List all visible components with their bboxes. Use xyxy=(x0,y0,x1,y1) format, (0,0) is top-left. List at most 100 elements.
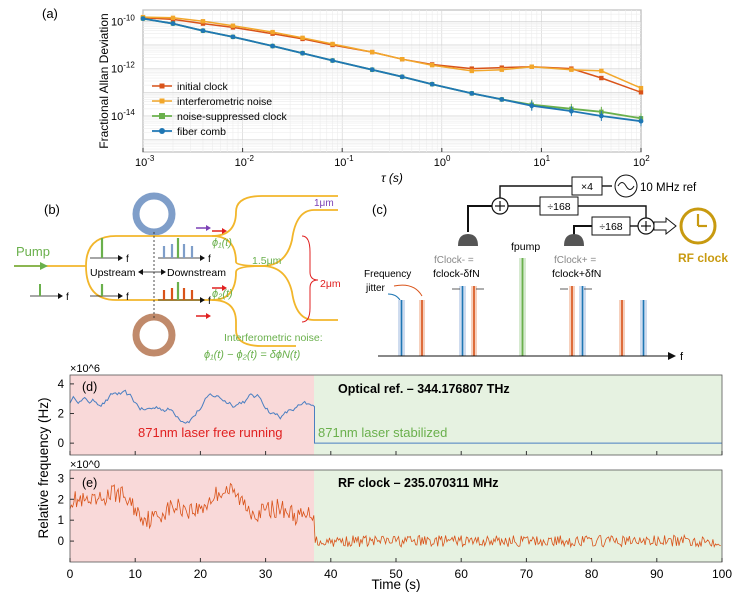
fclock-plus-gray: fClock+ = xyxy=(554,255,596,266)
wavelength-1um: 1μm xyxy=(314,198,334,209)
plot-e-multiplier: ×10^0 xyxy=(70,459,100,471)
optical-ref-trace xyxy=(69,389,722,444)
series-point-1 xyxy=(638,85,644,91)
ref-label: 10 MHz ref xyxy=(640,182,697,194)
series-point-3 xyxy=(230,34,236,40)
y-tick-label: 10-14 xyxy=(111,108,135,123)
wavelength-2um: 2μm xyxy=(320,278,341,290)
plot-a-legend: initial clock interferometric noise nois… xyxy=(152,81,287,138)
legend-label-comb: fiber comb xyxy=(177,126,226,138)
series-point-3 xyxy=(399,74,405,80)
ring-top xyxy=(132,192,176,236)
x-tick-label: 40 xyxy=(324,567,338,581)
legend-item-comb: fiber comb xyxy=(152,126,226,138)
legend-item-initial: initial clock xyxy=(152,81,229,93)
x-tick-label: 20 xyxy=(194,567,208,581)
series-point-1 xyxy=(300,35,305,41)
pump-label: Pump xyxy=(16,244,50,259)
x-tick-label: 10 xyxy=(129,567,143,581)
upstream-label: Upstream xyxy=(90,267,136,279)
plot-de-ylabel: Relative frequency (Hz) xyxy=(36,397,51,538)
ring-bottom xyxy=(132,313,176,357)
fclock-plus-label: fclock+δfN xyxy=(552,268,601,280)
panel-label-e: (e) xyxy=(82,476,97,490)
phi1-label: ϕ₁(t) xyxy=(212,237,232,249)
legend-label-initial: initial clock xyxy=(177,81,229,93)
plot-d-title: Optical ref. – 344.176807 THz xyxy=(338,382,510,396)
legend-label-suppressed: noise-suppressed clock xyxy=(177,111,287,123)
y-tick-label: 10-12 xyxy=(111,61,135,76)
rf-clock-trace xyxy=(69,482,721,549)
x-tick-label: 102 xyxy=(633,154,650,169)
plot-a-series xyxy=(140,14,644,127)
series-point-3 xyxy=(200,28,206,34)
spectrum-axis-f: f xyxy=(680,351,684,363)
phi2-label: ϕ₂(t) xyxy=(212,288,233,300)
plot-e-free-region xyxy=(70,470,314,562)
x-tick-label: 10-2 xyxy=(235,154,255,169)
legend-item-interf: interferometric noise xyxy=(152,96,272,108)
e-y-tick-label: 1 xyxy=(58,515,64,527)
plot-d-trace xyxy=(69,389,722,444)
legend-label-interf: interferometric noise xyxy=(177,96,272,108)
fclock-minus-label: fclock-δfN xyxy=(433,268,480,280)
panel-label-c: (c) xyxy=(372,202,387,217)
free-running-annotation: 871nm laser free running xyxy=(138,425,283,440)
spectrum-f-label-2: f xyxy=(208,254,211,265)
x-tick-label: 50 xyxy=(389,567,403,581)
plot-d-free-region xyxy=(70,375,314,455)
d-y-tick-label: 4 xyxy=(58,379,65,391)
x-tick-label: 30 xyxy=(259,567,273,581)
x-tick-label: 101 xyxy=(533,154,550,169)
x-tick-label: 80 xyxy=(585,567,599,581)
stabilized-annotation: 871nm laser stabilized xyxy=(318,425,447,440)
panel-c-spectrum xyxy=(398,258,647,356)
series-line-1 xyxy=(142,16,642,89)
series-point-1 xyxy=(569,67,574,72)
noise-title: Interferometric noise: xyxy=(224,332,323,344)
e-y-tick-label: 2 xyxy=(58,494,64,506)
series-point-3 xyxy=(429,81,435,87)
series-point-1 xyxy=(369,49,375,55)
series-point-3 xyxy=(499,97,505,102)
photodetector-2-icon xyxy=(564,234,584,246)
series-point-0 xyxy=(638,90,644,95)
series-point-1 xyxy=(230,23,236,28)
photodetector-1-icon xyxy=(458,234,478,246)
plot-a-xlabel: τ (s) xyxy=(381,171,403,185)
series-point-1 xyxy=(429,62,435,68)
series-point-0 xyxy=(599,75,604,81)
x-tick-label: 10-1 xyxy=(334,154,354,169)
series-point-3 xyxy=(270,43,275,49)
series-point-3 xyxy=(369,67,375,73)
downstream-label: Downstream xyxy=(167,267,226,279)
series-line-3 xyxy=(142,17,642,123)
series-point-1 xyxy=(330,41,335,47)
plot-de-xlabel: Time (s) xyxy=(372,577,421,592)
spectrum-f-label-4: f xyxy=(208,296,211,307)
d-y-tick-label: 0 xyxy=(58,438,64,450)
e-y-tick-label: 3 xyxy=(58,473,64,485)
x-tick-label: 100 xyxy=(434,154,451,169)
plot-e-trace xyxy=(69,482,721,549)
series-point-1 xyxy=(529,64,534,69)
plot-d-locked-region xyxy=(314,375,722,455)
panel-b-diagram: Pump f f f f f Upstream xyxy=(14,192,341,361)
rf-clock-label: RF clock xyxy=(678,251,728,265)
x-tick-label: 100 xyxy=(712,567,732,581)
series-point-3 xyxy=(330,58,335,63)
series-point-0 xyxy=(469,66,474,71)
series-point-1 xyxy=(270,29,275,35)
x-tick-label: 60 xyxy=(455,567,469,581)
plot-a-grid xyxy=(142,9,642,153)
jitter-label-2: jitter xyxy=(365,283,386,294)
x-tick-label: 70 xyxy=(520,567,534,581)
series-point-0 xyxy=(200,21,206,26)
series-point-3 xyxy=(300,50,305,56)
wavelength-1-5um: 1.5μm xyxy=(252,255,282,267)
legend-item-suppressed: noise-suppressed clock xyxy=(152,111,287,123)
e-y-tick-label: 0 xyxy=(58,536,64,548)
